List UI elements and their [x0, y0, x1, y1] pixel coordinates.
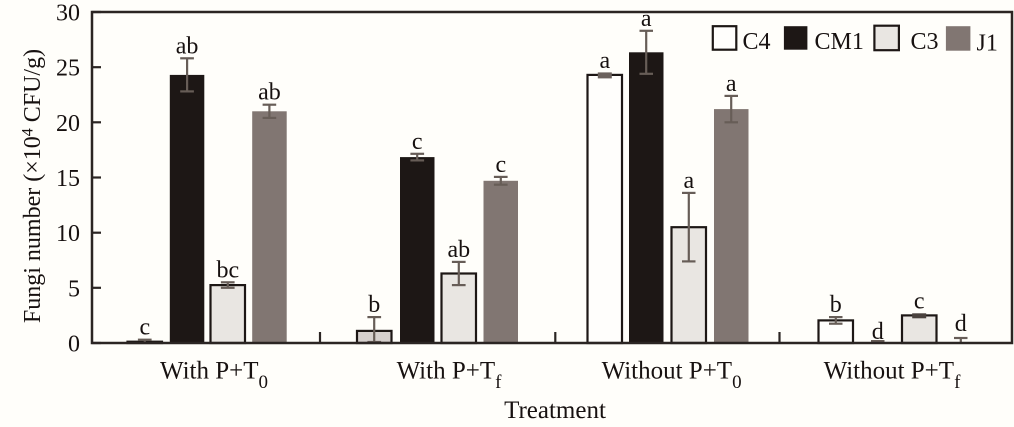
svg-text:c: c	[495, 152, 506, 178]
svg-text:ab: ab	[447, 237, 470, 263]
svg-text:Treatment: Treatment	[504, 397, 606, 424]
svg-text:c: c	[139, 315, 150, 341]
svg-text:a: a	[599, 48, 610, 74]
svg-text:10: 10	[56, 221, 80, 247]
svg-text:30: 30	[56, 1, 80, 27]
svg-text:0: 0	[68, 332, 80, 358]
svg-text:Fungi number (×104 CFU/g): Fungi number (×104 CFU/g)	[20, 49, 47, 323]
svg-text:ab: ab	[258, 80, 281, 106]
svg-text:c: c	[412, 129, 423, 155]
svg-text:d: d	[872, 319, 884, 345]
svg-text:CM1: CM1	[815, 29, 864, 55]
svg-text:a: a	[641, 6, 652, 32]
svg-text:bc: bc	[216, 257, 239, 283]
svg-text:c: c	[914, 288, 925, 314]
svg-text:J1: J1	[977, 31, 998, 57]
svg-text:C3: C3	[911, 29, 939, 55]
svg-text:a: a	[683, 168, 694, 194]
svg-text:a: a	[726, 71, 737, 97]
svg-text:d: d	[955, 311, 967, 337]
svg-text:15: 15	[56, 166, 80, 192]
svg-text:5: 5	[68, 276, 80, 302]
svg-text:25: 25	[56, 56, 80, 82]
svg-text:b: b	[368, 292, 380, 318]
svg-text:b: b	[830, 292, 842, 318]
svg-text:20: 20	[56, 111, 80, 137]
svg-text:C4: C4	[743, 29, 771, 55]
svg-text:ab: ab	[176, 33, 199, 59]
